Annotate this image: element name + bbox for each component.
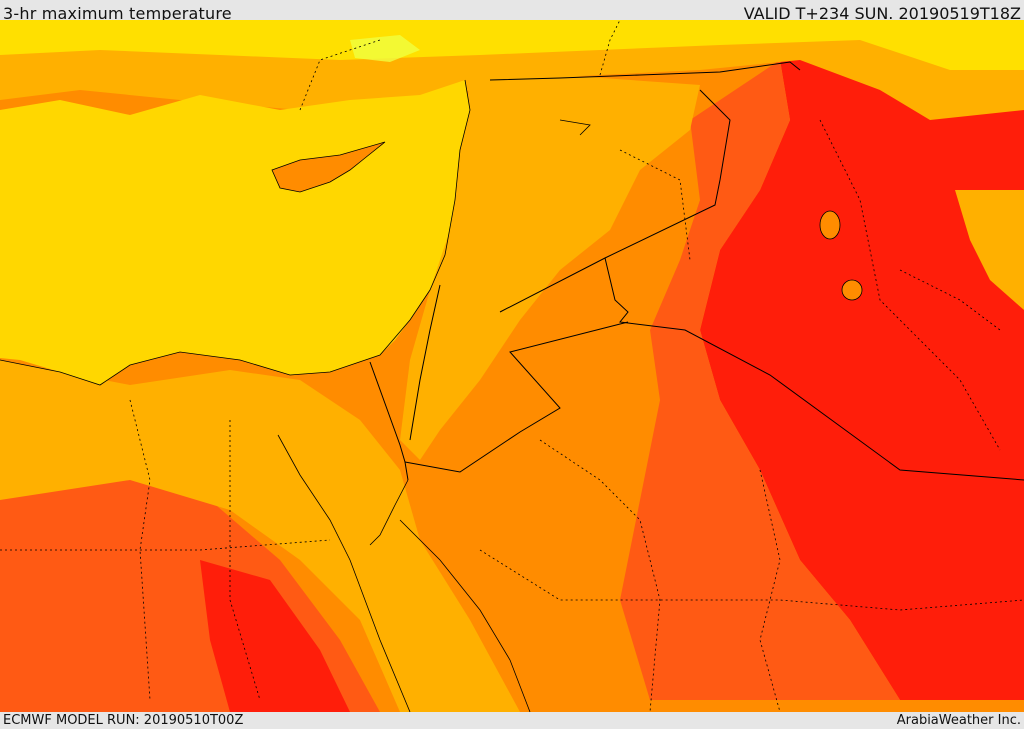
footer-bar: ECMWF MODEL RUN: 20190510T00Z ArabiaWeat… [0, 712, 1024, 729]
credit-text: ArabiaWeather Inc. [896, 713, 1021, 728]
heat-zone-warm-levant [400, 75, 700, 460]
heat-zone-north-cool [0, 20, 1024, 70]
red-sea [330, 520, 510, 712]
cyprus-island [271, 141, 386, 193]
temperature-map[interactable] [0, 20, 1024, 712]
lake-razazza [841, 279, 863, 301]
country-borders [369, 61, 1024, 481]
model-run: ECMWF MODEL RUN: 20190510T00Z [3, 713, 244, 728]
heat-zone-gulf [955, 190, 1024, 310]
heat-zone-extreme-east [700, 55, 1024, 700]
cool-patch-north [350, 35, 420, 62]
heat-zone-very-hot-east [620, 60, 900, 700]
map-title: 3-hr maximum temperature [3, 4, 232, 23]
coastlines [0, 79, 591, 712]
province-borders [0, 20, 1024, 712]
lake-tharthar [819, 210, 841, 240]
valid-time: VALID T+234 SUN. 20190519T18Z [743, 4, 1021, 23]
heat-zone-extreme-west [200, 560, 350, 712]
header-bar: 3-hr maximum temperature VALID T+234 SUN… [0, 0, 1024, 23]
